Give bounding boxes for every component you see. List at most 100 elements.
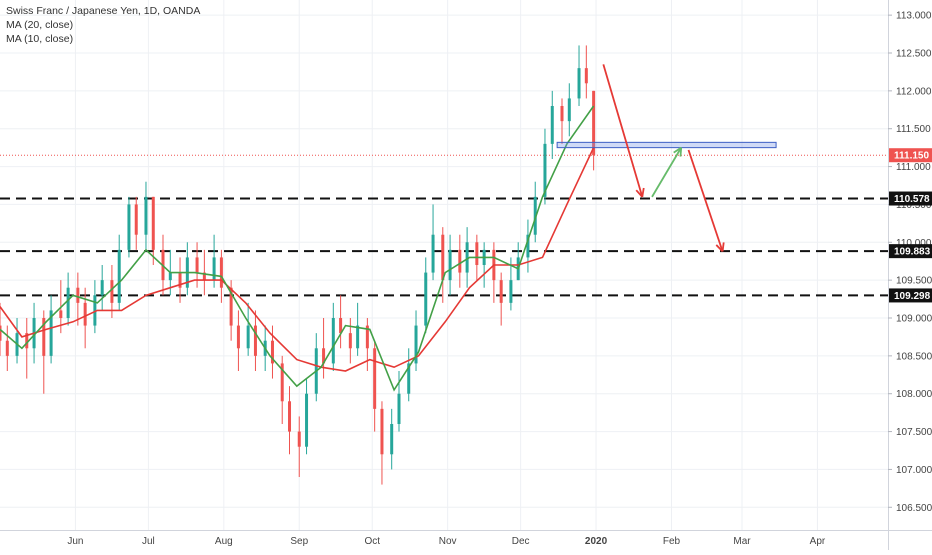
candle-body [592,90,596,156]
y-tick-label: 109.500 [896,276,932,287]
ma20-line [0,147,595,372]
forecast-arrowhead [673,146,682,154]
candle-body [339,318,343,334]
candle-body [76,287,80,303]
candle-body [5,340,9,356]
y-tick-label: 110.000 [896,238,932,249]
candle-body [83,302,87,326]
ma10-line [0,105,595,392]
x-tick-label: 2020 [585,536,608,547]
candle-body [441,234,445,281]
x-tick-label: Jun [67,536,83,547]
y-tick-label: 112.000 [896,86,932,97]
level-price-label: 109.883 [894,247,931,258]
candle-body [407,363,411,394]
candle-body [168,272,172,281]
candle-body [100,280,104,296]
y-tick-label: 107.500 [896,427,932,438]
candle-body [288,401,292,432]
x-tick-label: Feb [663,536,681,547]
candle-body [212,257,216,281]
candle-body [331,318,335,364]
candle-body [151,196,155,250]
y-tick-label: 107.000 [896,465,932,476]
x-tick-label: Apr [810,536,826,547]
candle-body [236,325,240,349]
candle-body [526,234,530,258]
candle-body [42,318,46,356]
level-price-label: 109.298 [894,291,931,302]
level-price-label-bg [889,244,932,259]
candle-body [59,310,63,318]
candle-body [110,280,114,303]
candle-body [305,393,309,447]
candle-body [66,287,70,318]
chart-legend: Swiss Franc / Japanese Yen, 1D, OANDA MA… [6,4,200,46]
legend-ma10: MA (10, close) [6,33,74,45]
candle-body [475,242,479,265]
candle-body [584,68,588,84]
candle-body [25,333,29,349]
candle-body [414,325,418,364]
candle-body [348,333,352,349]
legend-ma20: MA (20, close) [6,19,74,31]
chart-title: Swiss Franc / Japanese Yen, 1D, OANDA [6,5,201,17]
candle-body [560,106,564,122]
forecast-arrow [687,149,724,252]
resistance-zone [556,141,777,149]
y-tick-label: 112.500 [896,49,932,60]
x-tick-label: Oct [364,536,380,547]
candle-body [380,408,384,455]
candle-body [390,424,394,455]
candle-body [431,234,435,273]
candle-body [533,196,537,235]
forecast-arrowhead [641,187,645,198]
current-price-label-bg [889,148,932,163]
candle-body [509,280,513,303]
candle-body [322,348,326,364]
candle-body [270,340,274,364]
forecast-arrowhead [679,147,683,157]
candle-body [202,272,206,281]
candle-body [567,98,571,122]
candle-body [397,393,401,424]
forecast-arrowhead [715,244,724,253]
x-tick-label: Nov [439,536,457,547]
y-tick-label: 108.000 [896,389,932,400]
y-tick-label: 106.500 [896,503,932,514]
level-price-label-bg [889,288,932,303]
candle-body [499,280,503,303]
forecast-arrowhead [635,189,643,198]
candle-body [178,272,182,288]
level-price-label: 110.578 [894,194,930,205]
candle-body [219,257,223,288]
current-price-label: 111.150 [894,151,929,162]
y-tick-label: 113.000 [896,11,932,22]
level-price-label-bg [889,191,932,206]
candle-body [424,272,428,326]
candle-body [127,204,131,250]
candle-body [195,257,199,273]
y-tick-label: 111.500 [896,124,931,135]
candle-body [117,249,121,303]
candle-body [550,106,554,144]
candle-body [229,287,233,326]
candle-body [577,68,581,99]
candle-body [49,310,53,356]
y-tick-label: 111.000 [896,162,931,173]
candle-body [246,325,250,349]
forecast-arrowhead [721,242,725,252]
candle-body [93,295,97,326]
x-tick-label: Mar [733,536,751,547]
x-tick-label: Dec [512,536,530,547]
forecast-arrow [602,64,644,198]
candle-body [543,143,547,197]
candle-body [458,249,462,273]
forecast-arrow [651,147,682,198]
y-tick-label: 109.000 [896,314,932,325]
x-tick-label: Jul [142,536,155,547]
candle-body [253,325,257,356]
candle-body [134,204,138,235]
